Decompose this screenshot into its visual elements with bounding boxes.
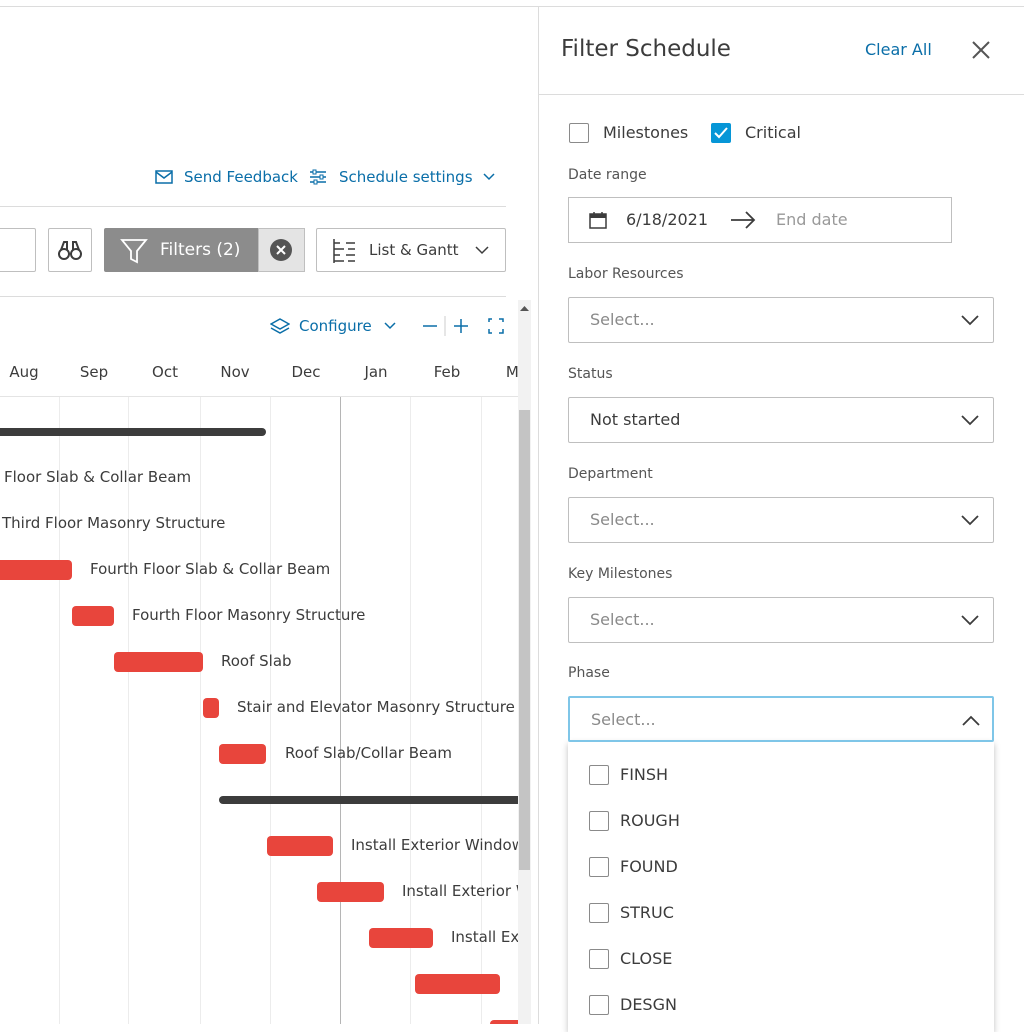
task-bar[interactable] bbox=[369, 928, 433, 948]
settings-icon bbox=[310, 169, 326, 185]
divider bbox=[0, 206, 506, 207]
send-feedback[interactable]: Send Feedback bbox=[184, 168, 298, 186]
filters-button[interactable]: Filters (2) bbox=[104, 228, 258, 272]
grid-line bbox=[481, 397, 482, 1024]
zoom-controls[interactable] bbox=[420, 316, 510, 336]
layers-icon bbox=[270, 318, 290, 334]
top-border bbox=[0, 6, 1024, 7]
schedule-settings[interactable]: Schedule settings bbox=[339, 168, 473, 186]
chevron bbox=[475, 246, 489, 255]
divider bbox=[539, 94, 1024, 95]
chevron bbox=[384, 322, 396, 330]
schedule-area: Send Feedback Schedule settings Filters … bbox=[0, 168, 531, 1024]
clear-filters[interactable] bbox=[258, 228, 305, 272]
panel-title: Filter Schedule bbox=[561, 36, 731, 62]
task-label: Roof Slab/Collar Beam bbox=[285, 744, 453, 762]
close-button[interactable] bbox=[971, 40, 991, 60]
task-label: Floor Slab & Collar Beam bbox=[4, 468, 192, 486]
task-bar[interactable] bbox=[415, 974, 500, 994]
task-bar[interactable] bbox=[72, 606, 114, 626]
filters-label: Filters (2) bbox=[160, 240, 241, 260]
timeline-header: Aug Sep Oct Nov Dec Jan Feb Ma bbox=[0, 350, 518, 396]
filter-panel: Filter Schedule Clear All bbox=[538, 6, 1024, 1024]
configure[interactable]: Configure bbox=[299, 317, 372, 335]
task-label: Third Floor Masonry Structure bbox=[2, 514, 226, 532]
view-label: List & Gantt bbox=[369, 241, 459, 259]
divider bbox=[0, 396, 518, 397]
chevron bbox=[483, 173, 495, 181]
funnel-icon bbox=[120, 239, 148, 264]
month-label: Jan bbox=[364, 363, 388, 381]
grid-line bbox=[128, 397, 129, 1024]
month-label: Feb bbox=[433, 363, 461, 381]
task-bar[interactable] bbox=[219, 744, 266, 764]
summary-bar bbox=[0, 428, 266, 436]
task-bar[interactable] bbox=[317, 882, 384, 902]
grid-line bbox=[59, 397, 60, 1024]
scroll-thumb[interactable] bbox=[519, 410, 530, 870]
task-label: Fourth Floor Masonry Structure bbox=[132, 606, 366, 624]
clear-all[interactable]: Clear All bbox=[865, 40, 932, 59]
clear-icon bbox=[270, 239, 292, 261]
task-bar[interactable] bbox=[203, 698, 219, 718]
divider bbox=[0, 296, 506, 297]
task-bar[interactable] bbox=[490, 1020, 518, 1024]
search-input[interactable] bbox=[0, 228, 36, 272]
month-label: Aug bbox=[9, 363, 39, 381]
find-button[interactable] bbox=[48, 228, 92, 272]
scrollbar[interactable] bbox=[518, 300, 531, 1024]
list-gantt-icon bbox=[333, 239, 355, 263]
today-line bbox=[340, 397, 341, 1024]
task-bar[interactable] bbox=[267, 836, 333, 856]
summary-bar bbox=[219, 796, 518, 804]
grid-line bbox=[410, 397, 411, 1024]
binoculars-icon bbox=[58, 241, 82, 260]
gantt-chart: Floor Slab & Collar Beam Third Floor Maso… bbox=[0, 397, 518, 1024]
task-bar[interactable] bbox=[114, 652, 203, 672]
month-label: Nov bbox=[220, 363, 250, 381]
task-label: Install Exterior W bbox=[402, 882, 518, 900]
task-bar[interactable] bbox=[0, 560, 72, 580]
task-label: Install Exterior Window bbox=[351, 836, 518, 854]
task-label: Roof Slab bbox=[221, 652, 292, 670]
grid-line bbox=[270, 397, 271, 1024]
task-label: Install Ex bbox=[451, 928, 518, 946]
month-label: Sep bbox=[79, 363, 109, 381]
scroll-up[interactable] bbox=[520, 306, 529, 312]
month-label: Ma bbox=[505, 363, 518, 381]
grid-line bbox=[200, 397, 201, 1024]
task-label: Stair and Elevator Masonry Structure bbox=[237, 698, 515, 716]
view-select[interactable]: List & Gantt bbox=[316, 228, 506, 272]
month-label: Dec bbox=[291, 363, 321, 381]
task-label: Fourth Floor Slab & Collar Beam bbox=[90, 560, 331, 578]
month-label: Oct bbox=[152, 363, 178, 381]
mail-icon bbox=[155, 170, 173, 184]
